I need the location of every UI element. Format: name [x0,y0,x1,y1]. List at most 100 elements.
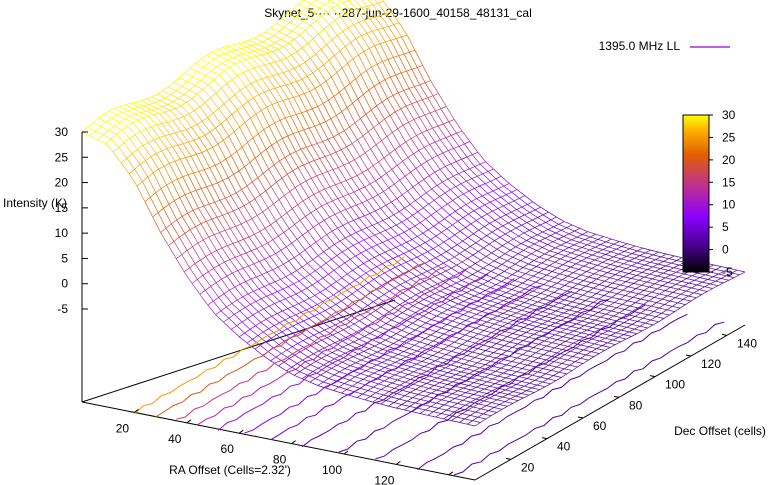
ra-tick-mark [448,471,454,476]
surface-line-dec [353,341,362,346]
surface-line-ra [599,264,611,271]
surface-line-dec [371,66,380,83]
surface-line-dec [350,206,360,219]
surface-line-dec [168,86,177,92]
surface-line-dec [382,349,391,353]
surface-line-ra [450,371,462,378]
surface-line-ra [398,88,410,94]
surface-line-dec [550,219,559,225]
surface-line-ra [409,308,422,317]
surface-line-dec [420,326,429,330]
surface-line-dec [563,250,572,254]
surface-line-ra [375,302,387,311]
surface-line-dec [381,375,390,379]
surface-line-dec [495,383,504,386]
surface-line-ra [366,29,378,34]
surface-line-dec [530,355,539,359]
surface-line-ra [255,295,267,302]
surface-line-dec [554,347,563,350]
surface-line-dec [415,168,425,180]
surface-line-dec [242,72,252,84]
surface-line-dec [418,116,428,131]
surface-line-ra [340,334,352,341]
surface-line-dec [511,361,520,364]
surface-line-dec [273,35,282,40]
surface-line-ra [558,309,570,317]
surface-line-dec [394,287,403,294]
surface-line-ra [553,221,565,228]
surface-line-dec [261,245,271,257]
surface-line-dec [186,102,195,111]
surface-line-dec [472,154,481,165]
surface-line-dec [615,274,624,277]
surface-line-dec [262,355,271,362]
surface-line-dec [634,245,643,249]
surface-line-dec [524,214,533,221]
surface-line-dec [506,364,515,368]
surface-line-dec [275,220,285,233]
surface-line-dec [467,423,476,427]
surface-line-dec [615,261,624,265]
surface-line-dec [241,146,251,163]
surface-line-ra [443,341,455,350]
surface-line-dec [413,119,423,133]
surface-line-dec [516,189,526,196]
surface-line-ra [445,282,457,289]
surface-line-dec [357,289,366,297]
surface-line-dec [636,262,645,266]
surface-line-ra [193,134,205,141]
surface-line-dec [175,258,185,273]
surface-line-ra [619,305,631,314]
surface-line-ra [581,315,593,322]
surface-line-dec [534,379,543,383]
surface-line-dec [286,246,295,258]
surface-line-dec [432,355,441,359]
surface-line-ra [370,140,382,150]
surface-line-dec [322,103,332,119]
surface-line-dec [431,188,440,197]
surface-line-dec [587,318,596,321]
surface-line-dec [467,409,476,413]
surface-line-dec [324,347,333,353]
surface-line-dec [179,159,189,175]
surface-line-dec [451,248,460,254]
surface-line-ra [486,315,498,323]
surface-line-dec [210,286,219,298]
surface-line-dec [358,242,367,251]
surface-line-dec [467,237,476,244]
surface-line-dec [337,4,346,14]
surface-line-dec [483,247,492,254]
surface-line-dec [256,276,265,287]
surface-line-dec [395,348,404,352]
surface-line-dec [461,358,470,362]
surface-line-ra [221,79,233,89]
surface-line-dec [536,326,545,329]
surface-line-dec [451,267,460,274]
surface-line-dec [334,244,343,253]
surface-line-ra [315,354,327,362]
surface-line-ra [407,394,419,402]
surface-line-dec [398,255,407,263]
surface-line-dec [344,262,353,271]
surface-line-dec [464,269,473,275]
dec-tick-mark [649,375,656,378]
surface-line-ra [159,110,171,115]
surface-line-dec [688,295,697,299]
surface-line-dec [584,239,593,243]
surface-line-dec [137,119,147,129]
surface-line-ra [387,92,399,99]
surface-line-dec [482,298,491,302]
surface-line-ra [186,242,199,251]
surface-line-ra [311,141,323,146]
surface-line-dec [456,361,465,365]
surface-line-ra [291,266,303,275]
surface-line-ra [627,307,639,315]
surface-line-ra [450,294,462,301]
surface-line-dec [164,135,173,147]
surface-line-dec [402,161,411,173]
surface-line-ra [344,279,356,288]
surface-line-ra [259,45,271,51]
surface-line-ra [734,271,746,278]
surface-line-dec [178,98,187,103]
surface-line-dec [576,249,585,253]
